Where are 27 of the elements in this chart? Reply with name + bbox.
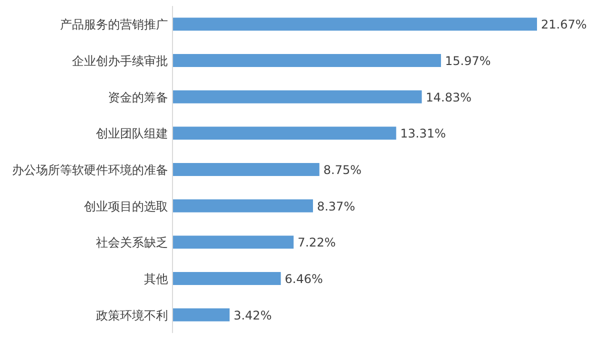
bar bbox=[172, 163, 320, 176]
data-label: 21.67% bbox=[541, 18, 587, 32]
y-tick-label: 企业创办手续审批 bbox=[72, 54, 168, 68]
y-tick-label: 产品服务的营销推广 bbox=[60, 18, 168, 32]
bar bbox=[172, 90, 422, 104]
bar bbox=[172, 308, 230, 322]
data-label: 3.42% bbox=[234, 308, 272, 322]
data-label: 8.75% bbox=[323, 163, 362, 177]
data-label: 7.22% bbox=[298, 236, 336, 250]
bar bbox=[172, 126, 396, 140]
data-label: 14.83% bbox=[426, 90, 472, 104]
data-label: 15.97% bbox=[444, 54, 491, 68]
bar bbox=[172, 236, 294, 249]
y-tick-label: 政策环境不利 bbox=[96, 308, 168, 322]
bar bbox=[172, 272, 281, 285]
y-tick-label: 资金的筹备 bbox=[108, 90, 168, 104]
y-tick-label: 其他 bbox=[144, 272, 168, 286]
data-label: 13.31% bbox=[400, 126, 446, 141]
y-tick-label: 创业团队组建 bbox=[96, 126, 168, 141]
y-tick-label: 社会关系缺乏 bbox=[96, 236, 168, 250]
data-label: 8.37% bbox=[316, 199, 356, 214]
bar bbox=[172, 54, 441, 67]
data-label: 6.46% bbox=[284, 272, 323, 286]
bar bbox=[172, 199, 313, 212]
y-tick-label: 办公场所等软硬件环境的准备 bbox=[12, 163, 168, 177]
y-tick-label: 创业项目的选取 bbox=[84, 199, 168, 214]
bar bbox=[172, 18, 537, 31]
